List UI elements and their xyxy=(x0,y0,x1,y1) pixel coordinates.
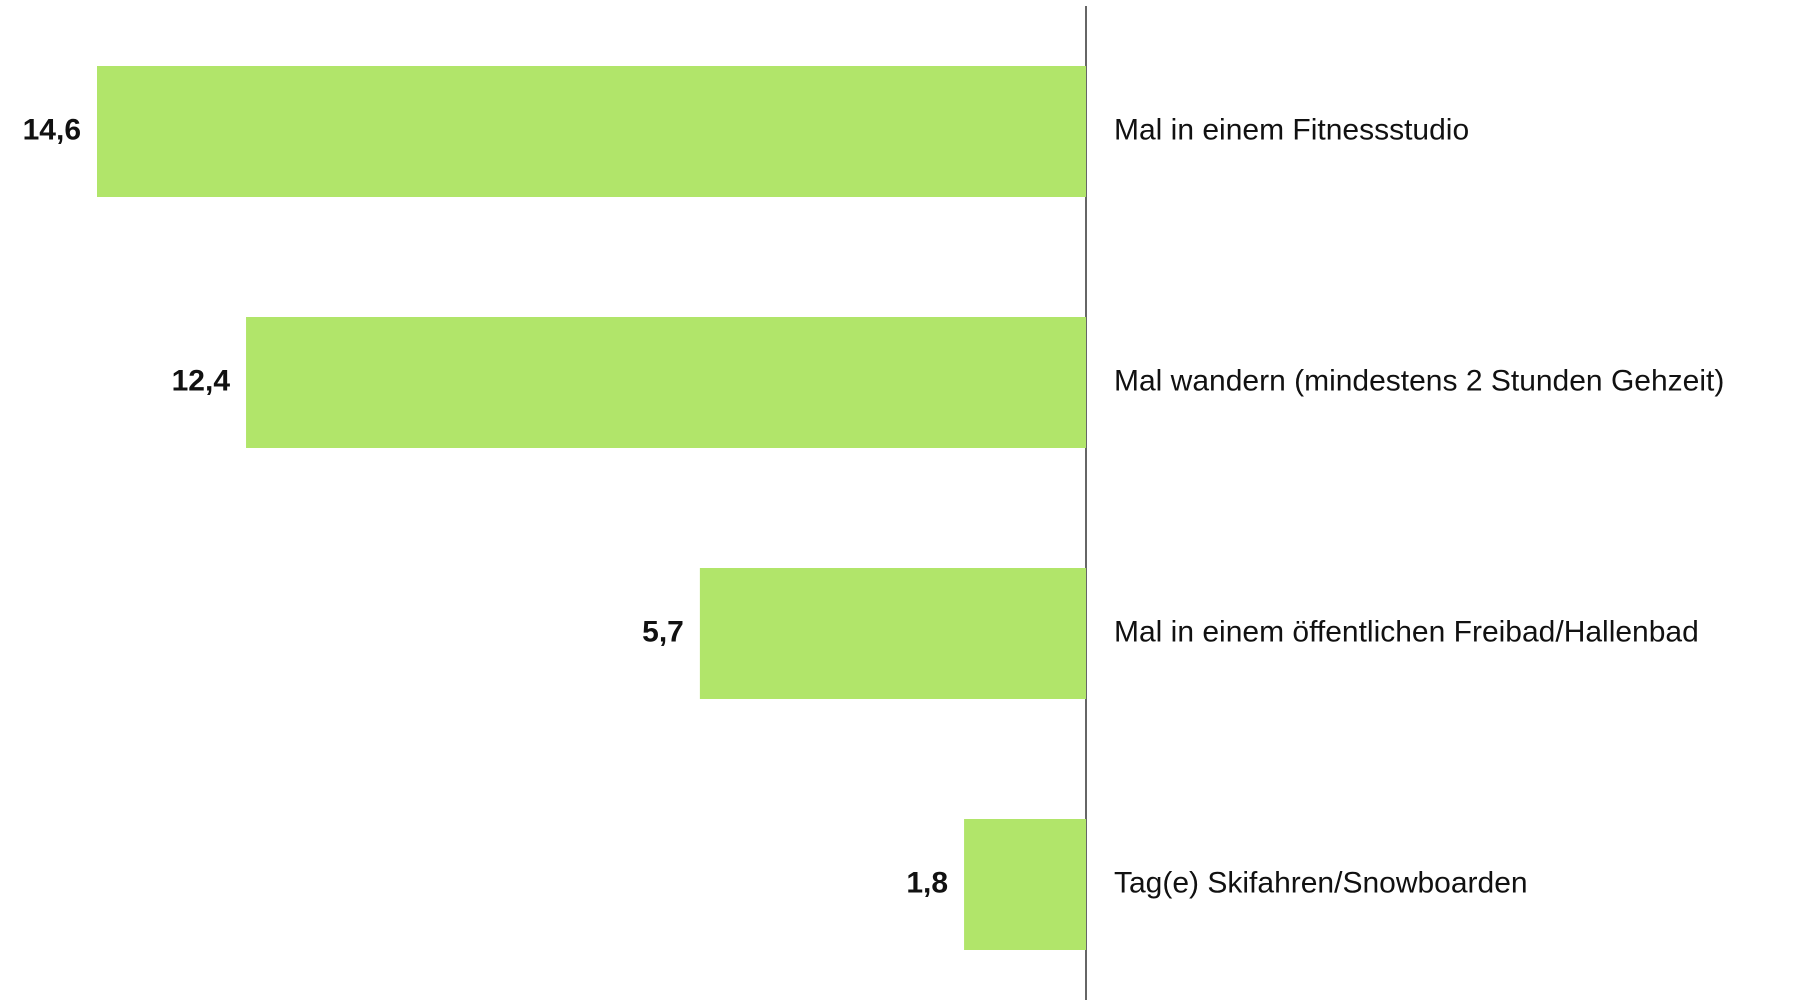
category-label: Mal wandern (mindestens 2 Stunden Gehzei… xyxy=(1114,364,1724,397)
value-label: 1,8 xyxy=(906,866,948,899)
bar xyxy=(246,317,1086,448)
value-label: 12,4 xyxy=(172,364,231,397)
category-label: Tag(e) Skifahren/Snowboarden xyxy=(1114,866,1528,899)
bar xyxy=(964,819,1086,950)
category-label: Mal in einem Fitnessstudio xyxy=(1114,113,1469,146)
bar xyxy=(97,66,1086,197)
category-label: Mal in einem öffentlichen Freibad/Hallen… xyxy=(1114,615,1699,648)
value-label: 5,7 xyxy=(642,615,684,648)
bar xyxy=(699,568,1086,699)
value-label: 14,6 xyxy=(23,113,81,146)
